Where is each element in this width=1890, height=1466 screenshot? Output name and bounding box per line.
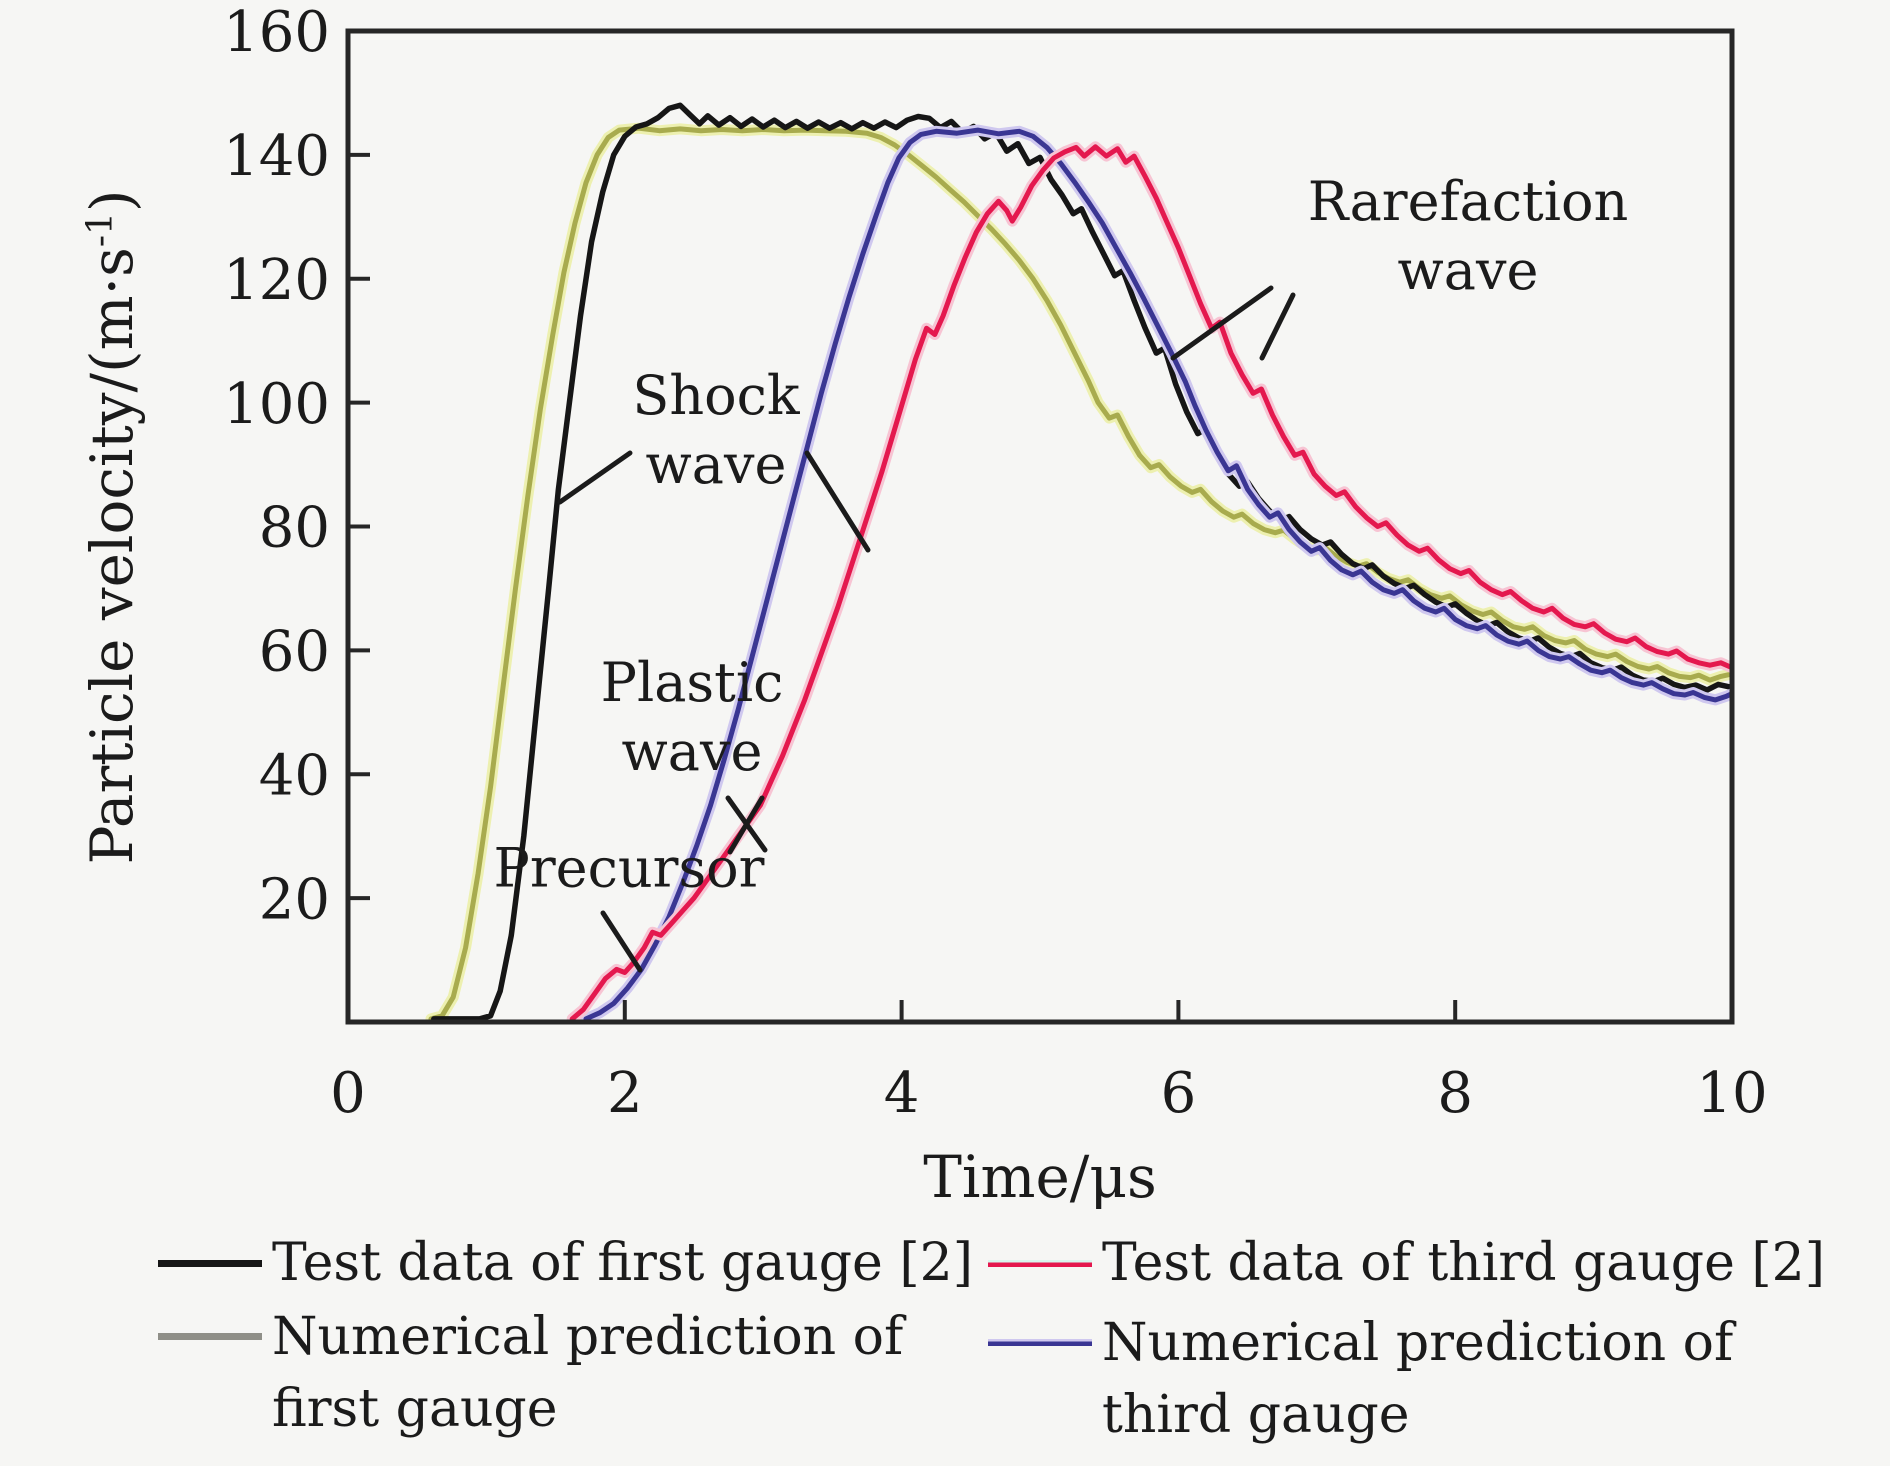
y-tick-label: 160 bbox=[223, 0, 330, 65]
x-tick-label: 8 bbox=[1437, 1061, 1473, 1126]
y-tick-label: 20 bbox=[259, 867, 330, 932]
y-tick-label: 140 bbox=[223, 124, 330, 189]
leader-shock-wave-right bbox=[804, 450, 871, 553]
legend-item-numerical-third: Numerical prediction of third gauge bbox=[988, 1308, 1733, 1452]
annotation-rarefaction-wave: Rarefaction wave bbox=[1307, 169, 1629, 302]
legend-label-test-third: Test data of third gauge [2] bbox=[1102, 1233, 1826, 1293]
series-line-0 bbox=[428, 125, 1732, 1022]
leader-shock-wave-left bbox=[557, 450, 633, 505]
y-axis-title-close: ) bbox=[78, 189, 146, 213]
leader-rarefaction-left bbox=[1170, 285, 1274, 361]
leader-precursor bbox=[600, 910, 643, 973]
annotation-plastic-wave: Plastic wave bbox=[600, 650, 784, 783]
series-line-3 bbox=[569, 144, 1732, 1022]
x-tick-label: 6 bbox=[1161, 1061, 1197, 1126]
legend-swatch-numerical-first bbox=[158, 1333, 262, 1340]
x-axis-title: Time/μs bbox=[923, 1143, 1157, 1211]
y-axis-title-text: Particle velocity/(m·s bbox=[78, 247, 146, 865]
leader-plastic-wave-x2 bbox=[727, 795, 765, 855]
x-tick-label: 10 bbox=[1696, 1061, 1767, 1126]
annotation-shock-wave: Shock wave bbox=[632, 363, 800, 496]
legend-label-test-first: Test data of first gauge [2] bbox=[272, 1233, 974, 1293]
y-axis-title-superscript: -1 bbox=[79, 212, 121, 248]
y-axis-title: Particle velocity/(m·s-1) bbox=[78, 189, 146, 864]
x-tick-label: 0 bbox=[330, 1061, 366, 1126]
legend-label-numerical-third: Numerical prediction of third gauge bbox=[1102, 1313, 1734, 1445]
y-tick-label: 60 bbox=[259, 620, 330, 685]
legend-swatch-numerical-third bbox=[988, 1339, 1092, 1346]
x-tick-label: 2 bbox=[607, 1061, 643, 1126]
annotation-precursor: Precursor bbox=[493, 836, 765, 900]
legend-label-numerical-first: Numerical prediction of first gauge bbox=[272, 1307, 904, 1439]
leader-rarefaction-right bbox=[1259, 292, 1296, 361]
x-tick-label: 4 bbox=[884, 1061, 920, 1126]
legend-item-test-third: Test data of third gauge [2] bbox=[988, 1228, 1825, 1300]
y-tick-label: 40 bbox=[259, 743, 330, 808]
legend-swatch-test-first bbox=[158, 1260, 262, 1268]
legend-item-test-first: Test data of first gauge [2] bbox=[158, 1228, 973, 1300]
legend-item-numerical-first: Numerical prediction of first gauge bbox=[158, 1302, 903, 1446]
y-tick-label: 80 bbox=[259, 496, 330, 561]
y-tick-label: 100 bbox=[223, 372, 330, 437]
y-tick-label: 120 bbox=[223, 248, 330, 313]
legend-swatch-test-third bbox=[988, 1260, 1092, 1268]
